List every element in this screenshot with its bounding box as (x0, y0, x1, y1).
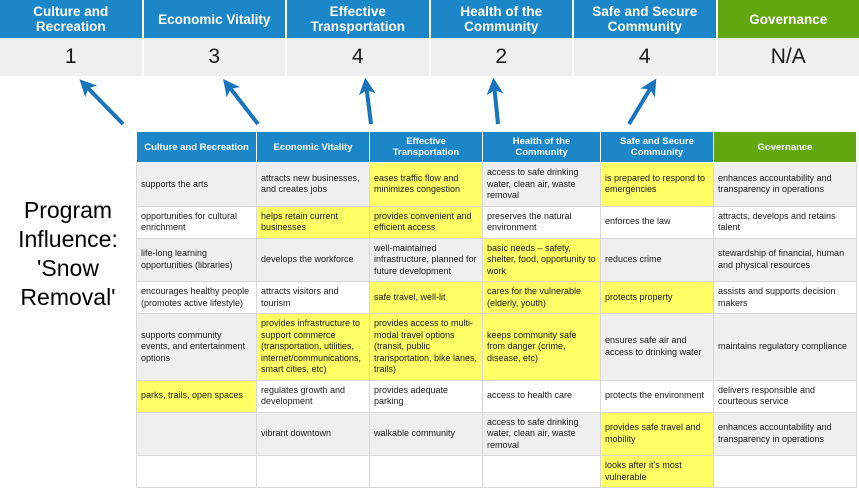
matrix-cell-highlighted: is prepared to respond to emergencies (601, 163, 714, 207)
matrix-cell-highlighted: provides convenient and efficient access (370, 206, 483, 238)
matrix-row: looks after it's most vulnerable (137, 456, 857, 488)
matrix-cell: life-long learning opportunities (librar… (137, 238, 257, 282)
matrix-cell: well-maintained infrastructure, planned … (370, 238, 483, 282)
matrix-cell: enhances accountability and transparency… (714, 163, 857, 207)
matrix-header-health-of-the-community: Health of the Community (483, 132, 601, 163)
score-value-safe-and-secure-community: 4 (574, 38, 718, 76)
matrix-cell (257, 456, 370, 488)
matrix-cell: provides adequate parking (370, 380, 483, 412)
matrix-cell: regulates growth and development (257, 380, 370, 412)
score-value-health-of-the-community: 2 (431, 38, 575, 76)
matrix-cell: attracts new businesses, and creates job… (257, 163, 370, 207)
score-value-culture-and-recreation: 1 (0, 38, 144, 76)
arrow-safe-and-secure-community (629, 84, 653, 124)
matrix-cell: encourages healthy people (promotes acti… (137, 282, 257, 314)
matrix-cell-highlighted: helps retain current businesses (257, 206, 370, 238)
matrix-cell-highlighted: parks, trails, open spaces (137, 380, 257, 412)
matrix-cell-highlighted: keeps community safe from danger (crime,… (483, 314, 601, 381)
matrix-cell: access to health care (483, 380, 601, 412)
matrix-cell: protects the environment (601, 380, 714, 412)
matrix-cell (137, 456, 257, 488)
matrix-cell: stewardship of financial, human and phys… (714, 238, 857, 282)
matrix-header-economic-vitality: Economic Vitality (257, 132, 370, 163)
matrix-row: encourages healthy people (promotes acti… (137, 282, 857, 314)
arrow-health-of-the-community (494, 84, 498, 124)
caption-line-3: 'Snow (2, 254, 134, 283)
matrix-cell-highlighted: eases traffic flow and minimizes congest… (370, 163, 483, 207)
program-influence-caption: Program Influence: 'Snow Removal' (2, 196, 134, 312)
matrix-cell: supports community events, and entertain… (137, 314, 257, 381)
matrix-cell: attracts, develops and retains talent (714, 206, 857, 238)
matrix-row: life-long learning opportunities (librar… (137, 238, 857, 282)
arrows-svg (0, 76, 859, 132)
matrix-cell: supports the arts (137, 163, 257, 207)
matrix-header-safe-and-secure-community: Safe and Secure Community (601, 132, 714, 163)
score-header-economic-vitality: Economic Vitality (144, 0, 288, 38)
matrix-cell: enhances accountability and transparency… (714, 412, 857, 456)
arrow-layer (0, 76, 859, 132)
matrix-cell (370, 456, 483, 488)
matrix-cell (714, 456, 857, 488)
matrix-header-culture-and-recreation: Culture and Recreation (137, 132, 257, 163)
matrix-cell-highlighted: protects property (601, 282, 714, 314)
caption-line-1: Program (2, 196, 134, 225)
caption-line-4: Removal' (2, 283, 134, 312)
matrix-cell: reduces crime (601, 238, 714, 282)
matrix-cell: access to safe drinking water, clean air… (483, 412, 601, 456)
score-header-effective-transportation: Effective Transportation (287, 0, 431, 38)
score-value-economic-vitality: 3 (144, 38, 288, 76)
matrix-cell: attracts visitors and tourism (257, 282, 370, 314)
matrix-cell: opportunities for cultural enrichment (137, 206, 257, 238)
matrix-cell: access to safe drinking water, clean air… (483, 163, 601, 207)
matrix-row: supports community events, and entertain… (137, 314, 857, 381)
matrix-cell (483, 456, 601, 488)
score-value-effective-transportation: 4 (287, 38, 431, 76)
matrix-cell: maintains regulatory compliance (714, 314, 857, 381)
matrix-cell: vibrant downtown (257, 412, 370, 456)
matrix-cell: ensures safe air and access to drinking … (601, 314, 714, 381)
arrow-effective-transportation (366, 84, 371, 124)
score-header-governance: Governance (718, 0, 859, 38)
matrix-header-governance: Governance (714, 132, 857, 163)
matrix-cell: walkable community (370, 412, 483, 456)
score-value-governance: N/A (718, 38, 859, 76)
score-header-culture-and-recreation: Culture and Recreation (0, 0, 144, 38)
matrix-cell: preserves the natural environment (483, 206, 601, 238)
score-header-safe-and-secure-community: Safe and Secure Community (574, 0, 718, 38)
matrix-cell: enforces the law (601, 206, 714, 238)
arrow-economic-vitality (227, 84, 258, 124)
arrow-culture-and-recreation (84, 84, 123, 124)
matrix-cell-highlighted: safe travel, well-lit (370, 282, 483, 314)
matrix-cell: assists and supports decision makers (714, 282, 857, 314)
matrix-cell-highlighted: basic needs – safety, shelter, food, opp… (483, 238, 601, 282)
matrix-cell-highlighted: provides infrastructure to support comme… (257, 314, 370, 381)
score-header-health-of-the-community: Health of the Community (431, 0, 575, 38)
matrix-cell-highlighted: provides safe travel and mobility (601, 412, 714, 456)
matrix-cell: delivers responsible and courteous servi… (714, 380, 857, 412)
matrix-cell-highlighted: looks after it's most vulnerable (601, 456, 714, 488)
matrix-cell: develops the workforce (257, 238, 370, 282)
matrix-cell-highlighted: provides access to multi-modal travel op… (370, 314, 483, 381)
matrix-header-effective-transportation: Effective Transportation (370, 132, 483, 163)
caption-line-2: Influence: (2, 225, 134, 254)
matrix-cell (137, 412, 257, 456)
matrix-cell-highlighted: cares for the vulnerable (elderly, youth… (483, 282, 601, 314)
